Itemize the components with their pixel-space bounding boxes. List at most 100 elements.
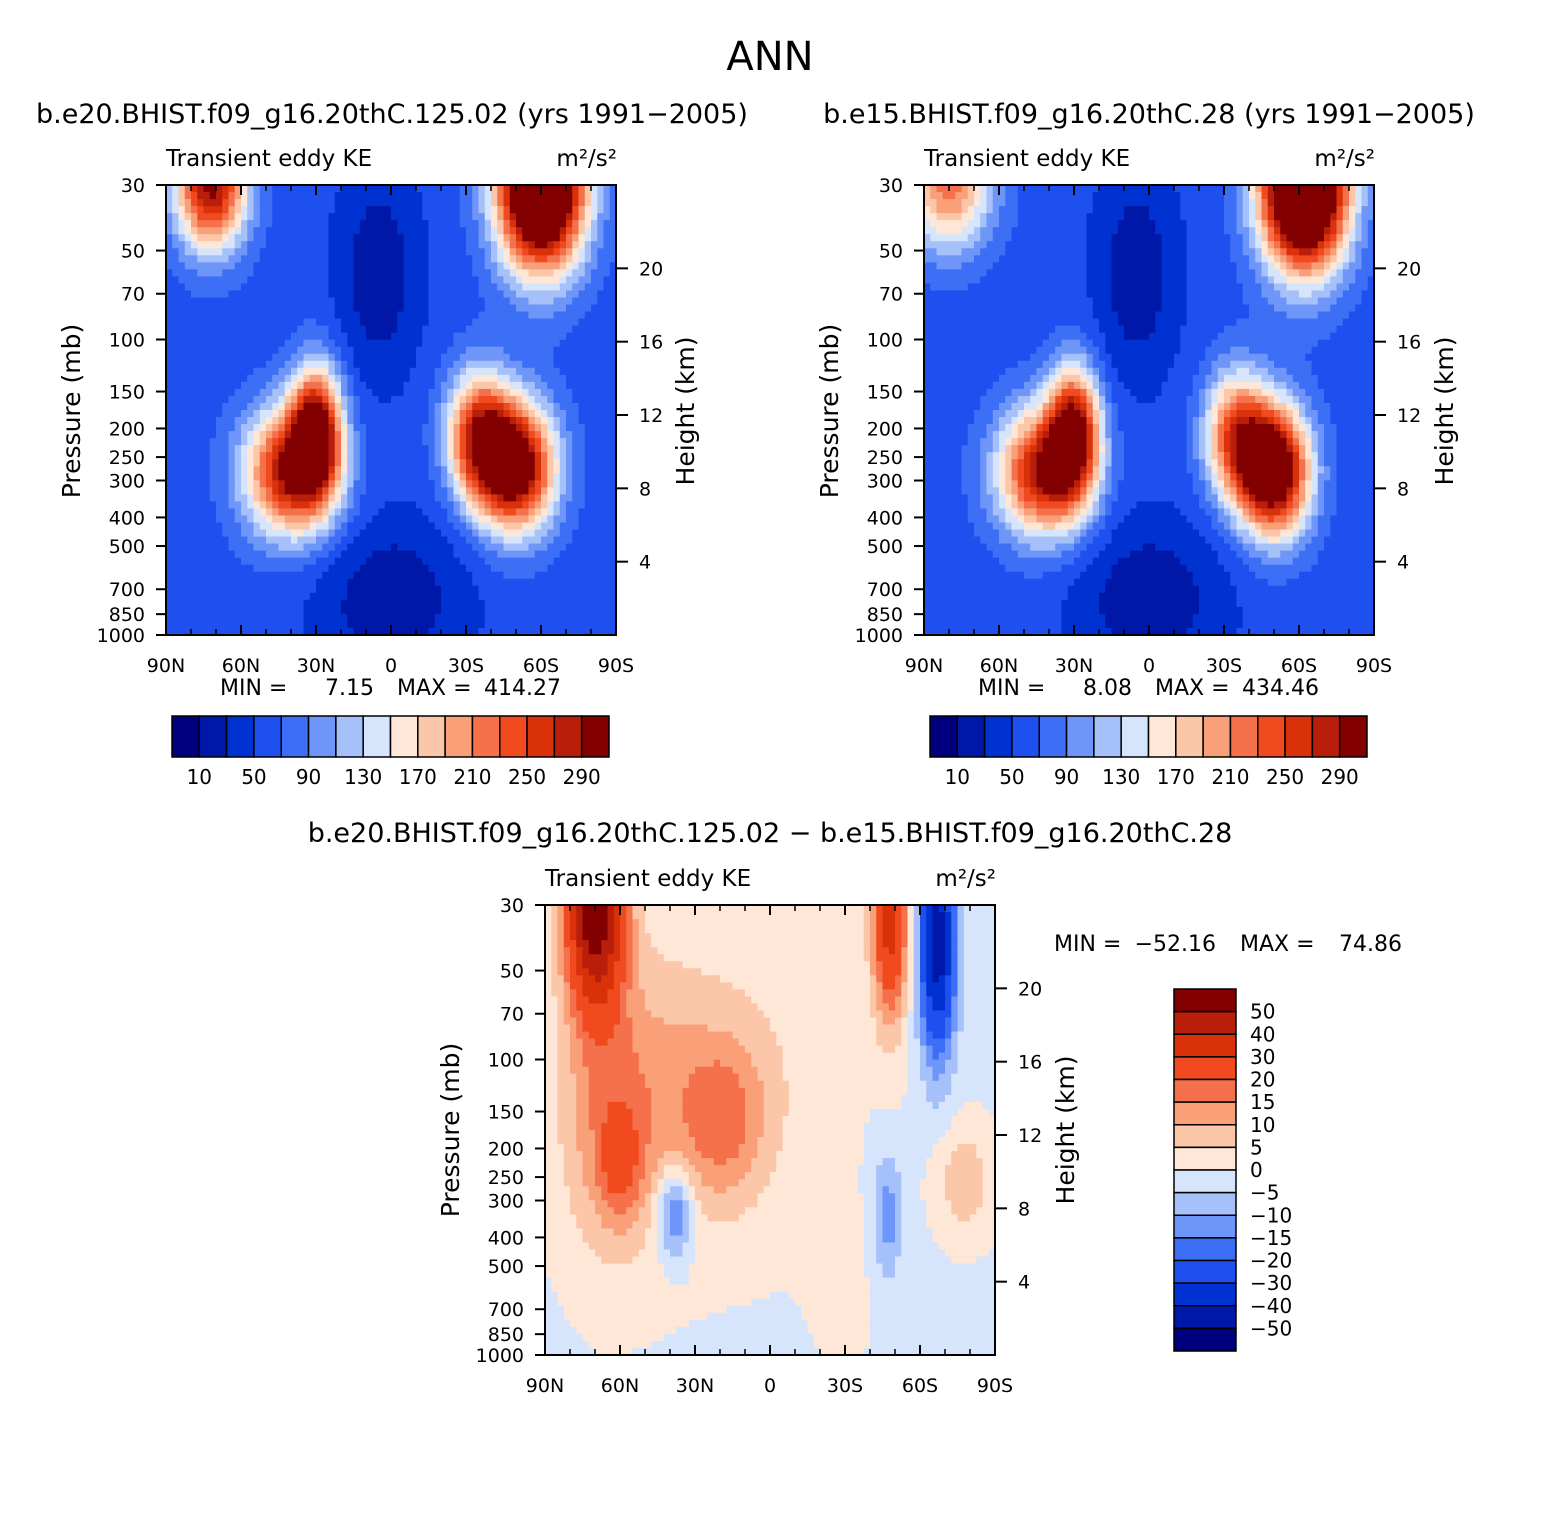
panel-a-contour-cell [178, 248, 186, 256]
panel-a-contour-cell [178, 592, 186, 601]
panel-a-contour-cell [559, 353, 567, 362]
panel-a-contour-cell [284, 311, 292, 320]
panel-a-contour-cell [366, 452, 373, 460]
panel-a-contour-cell [184, 487, 192, 495]
panel-b-contour-cell [1211, 206, 1219, 214]
panel-a-contour-cell [453, 487, 461, 495]
panel-a-contour-cell [441, 424, 448, 432]
panel-a-contour-cell [316, 445, 323, 453]
panel-a-contour-cell [303, 571, 311, 580]
panel-a-contour-cell [603, 452, 611, 460]
panel-a-contour-cell [222, 578, 230, 587]
panel-a-contour-cell [353, 227, 361, 235]
panel-a-contour-cell [409, 445, 417, 453]
panel-a-contour-cell [597, 599, 605, 608]
panel-a-contour-cell [597, 529, 605, 538]
panel-a-contour-cell [522, 606, 530, 615]
panel-b-contour-cell [1130, 185, 1138, 193]
panel-a-contour-cell [534, 627, 542, 636]
panel-a-contour-cell [609, 529, 617, 538]
panel-a-contour-cell [453, 592, 461, 601]
panel-a-contour-cell [528, 592, 536, 601]
panel-a-contour-cell [572, 501, 580, 510]
panel-a-contour-cell [247, 374, 255, 383]
panel-a-contour-cell [241, 360, 248, 369]
panel-a-contour-cell [516, 227, 523, 235]
panel-a-contour-cell [322, 522, 330, 531]
panel-a-contour-cell [434, 255, 442, 263]
panel-a-contour-cell [416, 318, 423, 327]
panel-a-contour-cell [466, 508, 473, 517]
panel-a-contour-cell [459, 234, 467, 242]
panel-a-contour-cell [284, 599, 292, 608]
panel-a-contour-cell [416, 613, 423, 622]
panel-a-contour-cell [209, 255, 217, 263]
panel-a-contour-cell [397, 599, 405, 608]
panel-a-contour-cell [547, 395, 555, 404]
panel-a-contour-cell [516, 620, 523, 629]
panel-a-contour-cell [291, 318, 298, 327]
panel-a-contour-cell [334, 402, 342, 411]
panel-a-contour-cell [528, 536, 536, 545]
panel-a-contour-cell [222, 487, 230, 495]
panel-a-contour-cell [166, 494, 173, 503]
panel-a-contour-cell [266, 522, 273, 531]
panel-a-contour-cell [578, 192, 586, 200]
panel-a-contour-cell [522, 410, 530, 418]
panel-a-contour-cell [378, 466, 386, 474]
panel-a-contour-cell [584, 269, 592, 278]
panel-a-contour-cell [428, 402, 436, 411]
panel-a-contour-cell [178, 185, 186, 193]
panel-a-contour-cell [572, 543, 580, 552]
panel-a-contour-cell [272, 473, 280, 481]
panel-a-contour-cell [197, 185, 205, 193]
panel-a-contour-cell [309, 381, 317, 390]
panel-a-contour-cell [303, 395, 311, 404]
panel-a-contour-cell [403, 269, 411, 278]
panel-a-contour-cell [541, 529, 548, 538]
panel-a-contour-cell [516, 185, 523, 193]
panel-a-contour-cell [459, 353, 467, 362]
panel-a-contour-cell [459, 276, 467, 285]
panel-a-contour-cell [428, 452, 436, 460]
panel-a-contour-cell [178, 262, 186, 270]
panel-a-contour-cell [472, 536, 480, 545]
panel-a-contour-cell [416, 276, 423, 285]
panel-a-contour-cell [466, 613, 473, 622]
panel-a-contour-cell [503, 402, 511, 411]
panel-a-contour-cell [259, 480, 267, 488]
panel-a-contour-cell [234, 227, 242, 235]
panel-a-contour-cell [184, 571, 192, 580]
panel-a-contour-cell [247, 466, 255, 474]
panel-a-contour-cell [172, 234, 180, 242]
panel-a-contour-cell [578, 494, 586, 503]
panel-a-contour-cell [266, 508, 273, 517]
panel-a-colorbar-swatch [471, 715, 501, 758]
panel-b-contour-cell [1367, 185, 1375, 193]
panel-a-contour-cell [591, 585, 598, 594]
panel-a-contour-cell [241, 522, 248, 531]
panel-a-contour-cell [197, 388, 205, 397]
panel-a-contour-cell [359, 199, 367, 207]
panel-a-x-tick-label: 60N [222, 655, 260, 677]
panel-a-contour-cell [303, 459, 311, 467]
panel-a-contour-cell [516, 529, 523, 538]
panel-a-contour-cell [391, 185, 398, 193]
panel-a-contour-cell [453, 360, 461, 369]
panel-a-contour-cell [603, 599, 611, 608]
panel-a-contour-cell [559, 410, 567, 418]
panel-b-contour-cell [974, 192, 981, 200]
panel-a-contour-cell [228, 374, 236, 383]
panel-a-contour-cell [403, 227, 411, 235]
panel-a-contour-cell [366, 234, 373, 242]
panel-a-contour-cell [184, 578, 192, 587]
panel-a-contour-cell [341, 325, 348, 334]
panel-a-contour-cell [316, 395, 323, 404]
panel-a-contour-cell [609, 550, 617, 559]
panel-a-contour-cell [272, 381, 280, 390]
panel-a-contour-cell [253, 431, 261, 439]
panel-a-contour-cell [172, 339, 180, 348]
panel-a-contour-cell [328, 367, 336, 376]
panel-a-contour-cell [191, 536, 198, 545]
panel-a-contour-cell [372, 248, 380, 256]
